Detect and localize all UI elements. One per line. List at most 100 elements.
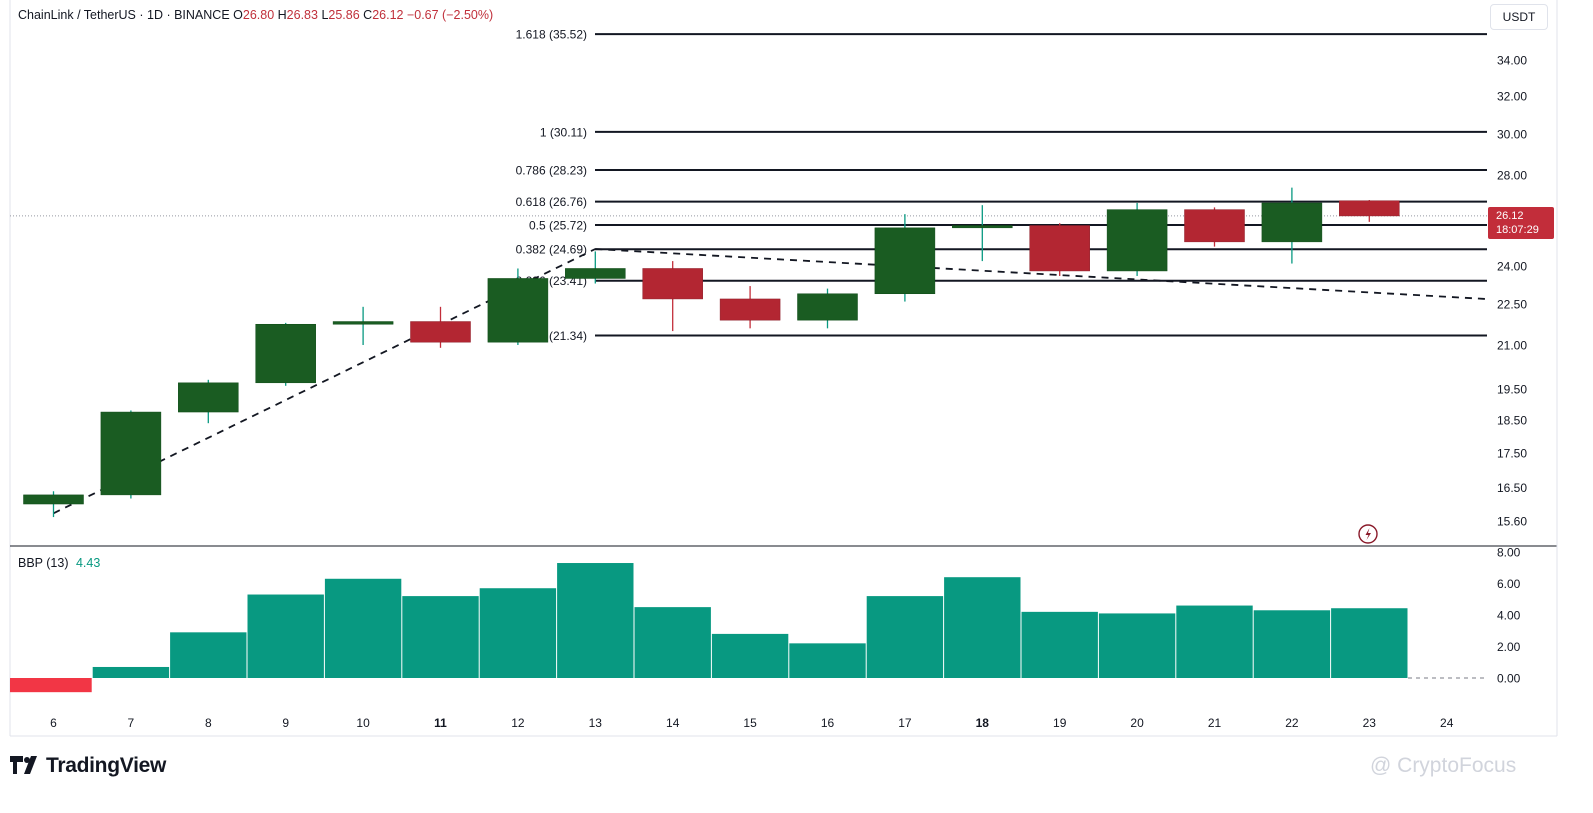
time-axis-tick: 12 bbox=[511, 716, 525, 730]
indicator-legend[interactable]: BBP (13) 4.43 bbox=[18, 556, 100, 570]
bbp-bar[interactable] bbox=[1098, 613, 1176, 678]
bbp-axis-tick: 6.00 bbox=[1497, 577, 1521, 591]
fib-level-label: 0.786 (28.23) bbox=[516, 163, 587, 177]
price-axis-tick: 24.00 bbox=[1497, 260, 1527, 274]
candle-body[interactable] bbox=[410, 321, 471, 343]
candle-body[interactable] bbox=[332, 321, 394, 325]
price-axis-tick: 17.50 bbox=[1497, 446, 1527, 460]
bbp-bar[interactable] bbox=[1176, 605, 1253, 678]
symbol-label[interactable]: ChainLink / TetherUS · 1D · BINANCE bbox=[18, 8, 230, 22]
candle-body[interactable] bbox=[1184, 209, 1245, 243]
price-axis-tick: 22.50 bbox=[1497, 298, 1527, 312]
bbp-bar[interactable] bbox=[92, 666, 170, 678]
trend-line[interactable] bbox=[53, 248, 596, 515]
candle-body[interactable] bbox=[1339, 200, 1400, 217]
bar-countdown: 18:07:29 bbox=[1496, 224, 1539, 236]
high-label: H bbox=[277, 8, 287, 22]
bbp-bar[interactable] bbox=[557, 563, 634, 678]
time-axis-tick: 18 bbox=[976, 716, 990, 730]
last-price-value: 26.12 bbox=[1496, 210, 1524, 222]
bbp-bar[interactable] bbox=[634, 607, 711, 678]
price-axis-tick: 34.00 bbox=[1497, 53, 1527, 67]
candle-body[interactable] bbox=[1106, 209, 1168, 272]
fib-level-label: 0.5 (25.72) bbox=[529, 219, 587, 233]
time-axis-tick: 15 bbox=[743, 716, 757, 730]
close-label: C bbox=[363, 8, 373, 22]
bbp-axis-tick: 0.00 bbox=[1497, 672, 1521, 686]
candle-body[interactable] bbox=[874, 227, 936, 295]
fib-level-label: 1 (30.11) bbox=[540, 125, 587, 139]
bbp-bar[interactable] bbox=[711, 633, 789, 678]
last-price-tag: 26.12 18:07:29 bbox=[1488, 207, 1554, 239]
candle-body[interactable] bbox=[642, 268, 703, 300]
candle-body[interactable] bbox=[1261, 202, 1323, 243]
bbp-bar[interactable] bbox=[1331, 608, 1408, 678]
bbp-axis-tick: 4.00 bbox=[1497, 609, 1521, 623]
time-axis-tick: 13 bbox=[589, 716, 603, 730]
candle-body[interactable] bbox=[565, 268, 626, 279]
price-axis-tick: 21.00 bbox=[1497, 339, 1527, 353]
time-axis-tick: 9 bbox=[282, 716, 289, 730]
time-axis-tick: 22 bbox=[1285, 716, 1299, 730]
candle-body[interactable] bbox=[797, 293, 858, 321]
bbp-bar[interactable] bbox=[10, 678, 92, 693]
high-value: 26.83 bbox=[286, 8, 318, 22]
time-axis-tick: 6 bbox=[50, 716, 57, 730]
price-axis-tick: 16.50 bbox=[1497, 481, 1527, 495]
currency-button[interactable]: USDT bbox=[1490, 4, 1548, 30]
bbp-bar[interactable] bbox=[402, 596, 479, 678]
time-axis-tick: 7 bbox=[128, 716, 135, 730]
time-axis-tick: 11 bbox=[434, 716, 447, 730]
candle-body[interactable] bbox=[1029, 225, 1090, 272]
time-axis-tick: 19 bbox=[1053, 716, 1067, 730]
trend-line[interactable] bbox=[595, 248, 1486, 300]
bbp-bar[interactable] bbox=[1021, 611, 1098, 678]
bbp-axis-tick: 8.00 bbox=[1497, 546, 1521, 560]
bbp-bar[interactable] bbox=[789, 643, 866, 678]
indicator-value: 4.43 bbox=[75, 556, 101, 570]
open-label: O bbox=[233, 8, 243, 22]
bbp-axis-tick: 2.00 bbox=[1497, 640, 1521, 654]
indicator-name: BBP (13) bbox=[18, 556, 69, 570]
bbp-bar[interactable] bbox=[479, 588, 557, 678]
candle-body[interactable] bbox=[100, 411, 162, 496]
candle-body[interactable] bbox=[487, 278, 549, 343]
bbp-bar[interactable] bbox=[866, 596, 944, 678]
tradingview-logo-text: TradingView bbox=[46, 754, 167, 777]
price-axis-tick: 32.00 bbox=[1497, 89, 1527, 103]
candle-body[interactable] bbox=[255, 323, 316, 384]
fib-level-label: 0 (21.34) bbox=[539, 329, 587, 343]
fib-level-label: 0.382 (24.69) bbox=[516, 243, 587, 257]
price-axis-tick: 19.50 bbox=[1497, 382, 1527, 396]
time-axis-tick: 24 bbox=[1440, 716, 1454, 730]
tradingview-logo[interactable]: TradingView bbox=[10, 754, 166, 778]
candle-body[interactable] bbox=[178, 382, 239, 413]
close-value: 26.12 bbox=[372, 8, 404, 22]
time-axis-tick: 23 bbox=[1363, 716, 1377, 730]
time-axis-tick: 16 bbox=[821, 716, 835, 730]
bbp-bar[interactable] bbox=[1253, 610, 1331, 678]
chart-header: ChainLink / TetherUS · 1D · BINANCE O26.… bbox=[18, 8, 493, 22]
low-label: L bbox=[321, 8, 329, 22]
candle-body[interactable] bbox=[23, 494, 84, 505]
bbp-bar[interactable] bbox=[247, 594, 324, 678]
time-axis-tick: 10 bbox=[356, 716, 370, 730]
bbp-bar[interactable] bbox=[944, 577, 1021, 678]
watermark: @ CryptoFocus bbox=[1370, 754, 1517, 777]
tradingview-logo-icon bbox=[10, 756, 37, 774]
open-value: 26.80 bbox=[242, 8, 275, 22]
candle-body[interactable] bbox=[952, 225, 1013, 229]
time-axis-tick: 8 bbox=[205, 716, 212, 730]
candle-body[interactable] bbox=[719, 298, 781, 321]
price-axis-tick: 30.00 bbox=[1497, 128, 1527, 142]
lightning-glyph bbox=[1365, 528, 1371, 540]
time-axis-tick: 21 bbox=[1208, 716, 1222, 730]
price-axis-tick: 28.00 bbox=[1497, 168, 1527, 182]
bbp-bar[interactable] bbox=[170, 632, 247, 678]
bbp-bar[interactable] bbox=[324, 578, 402, 678]
time-axis-tick: 14 bbox=[666, 716, 680, 730]
time-axis-tick: 20 bbox=[1130, 716, 1144, 730]
change-value: −0.67 (−2.50%) bbox=[406, 8, 494, 22]
